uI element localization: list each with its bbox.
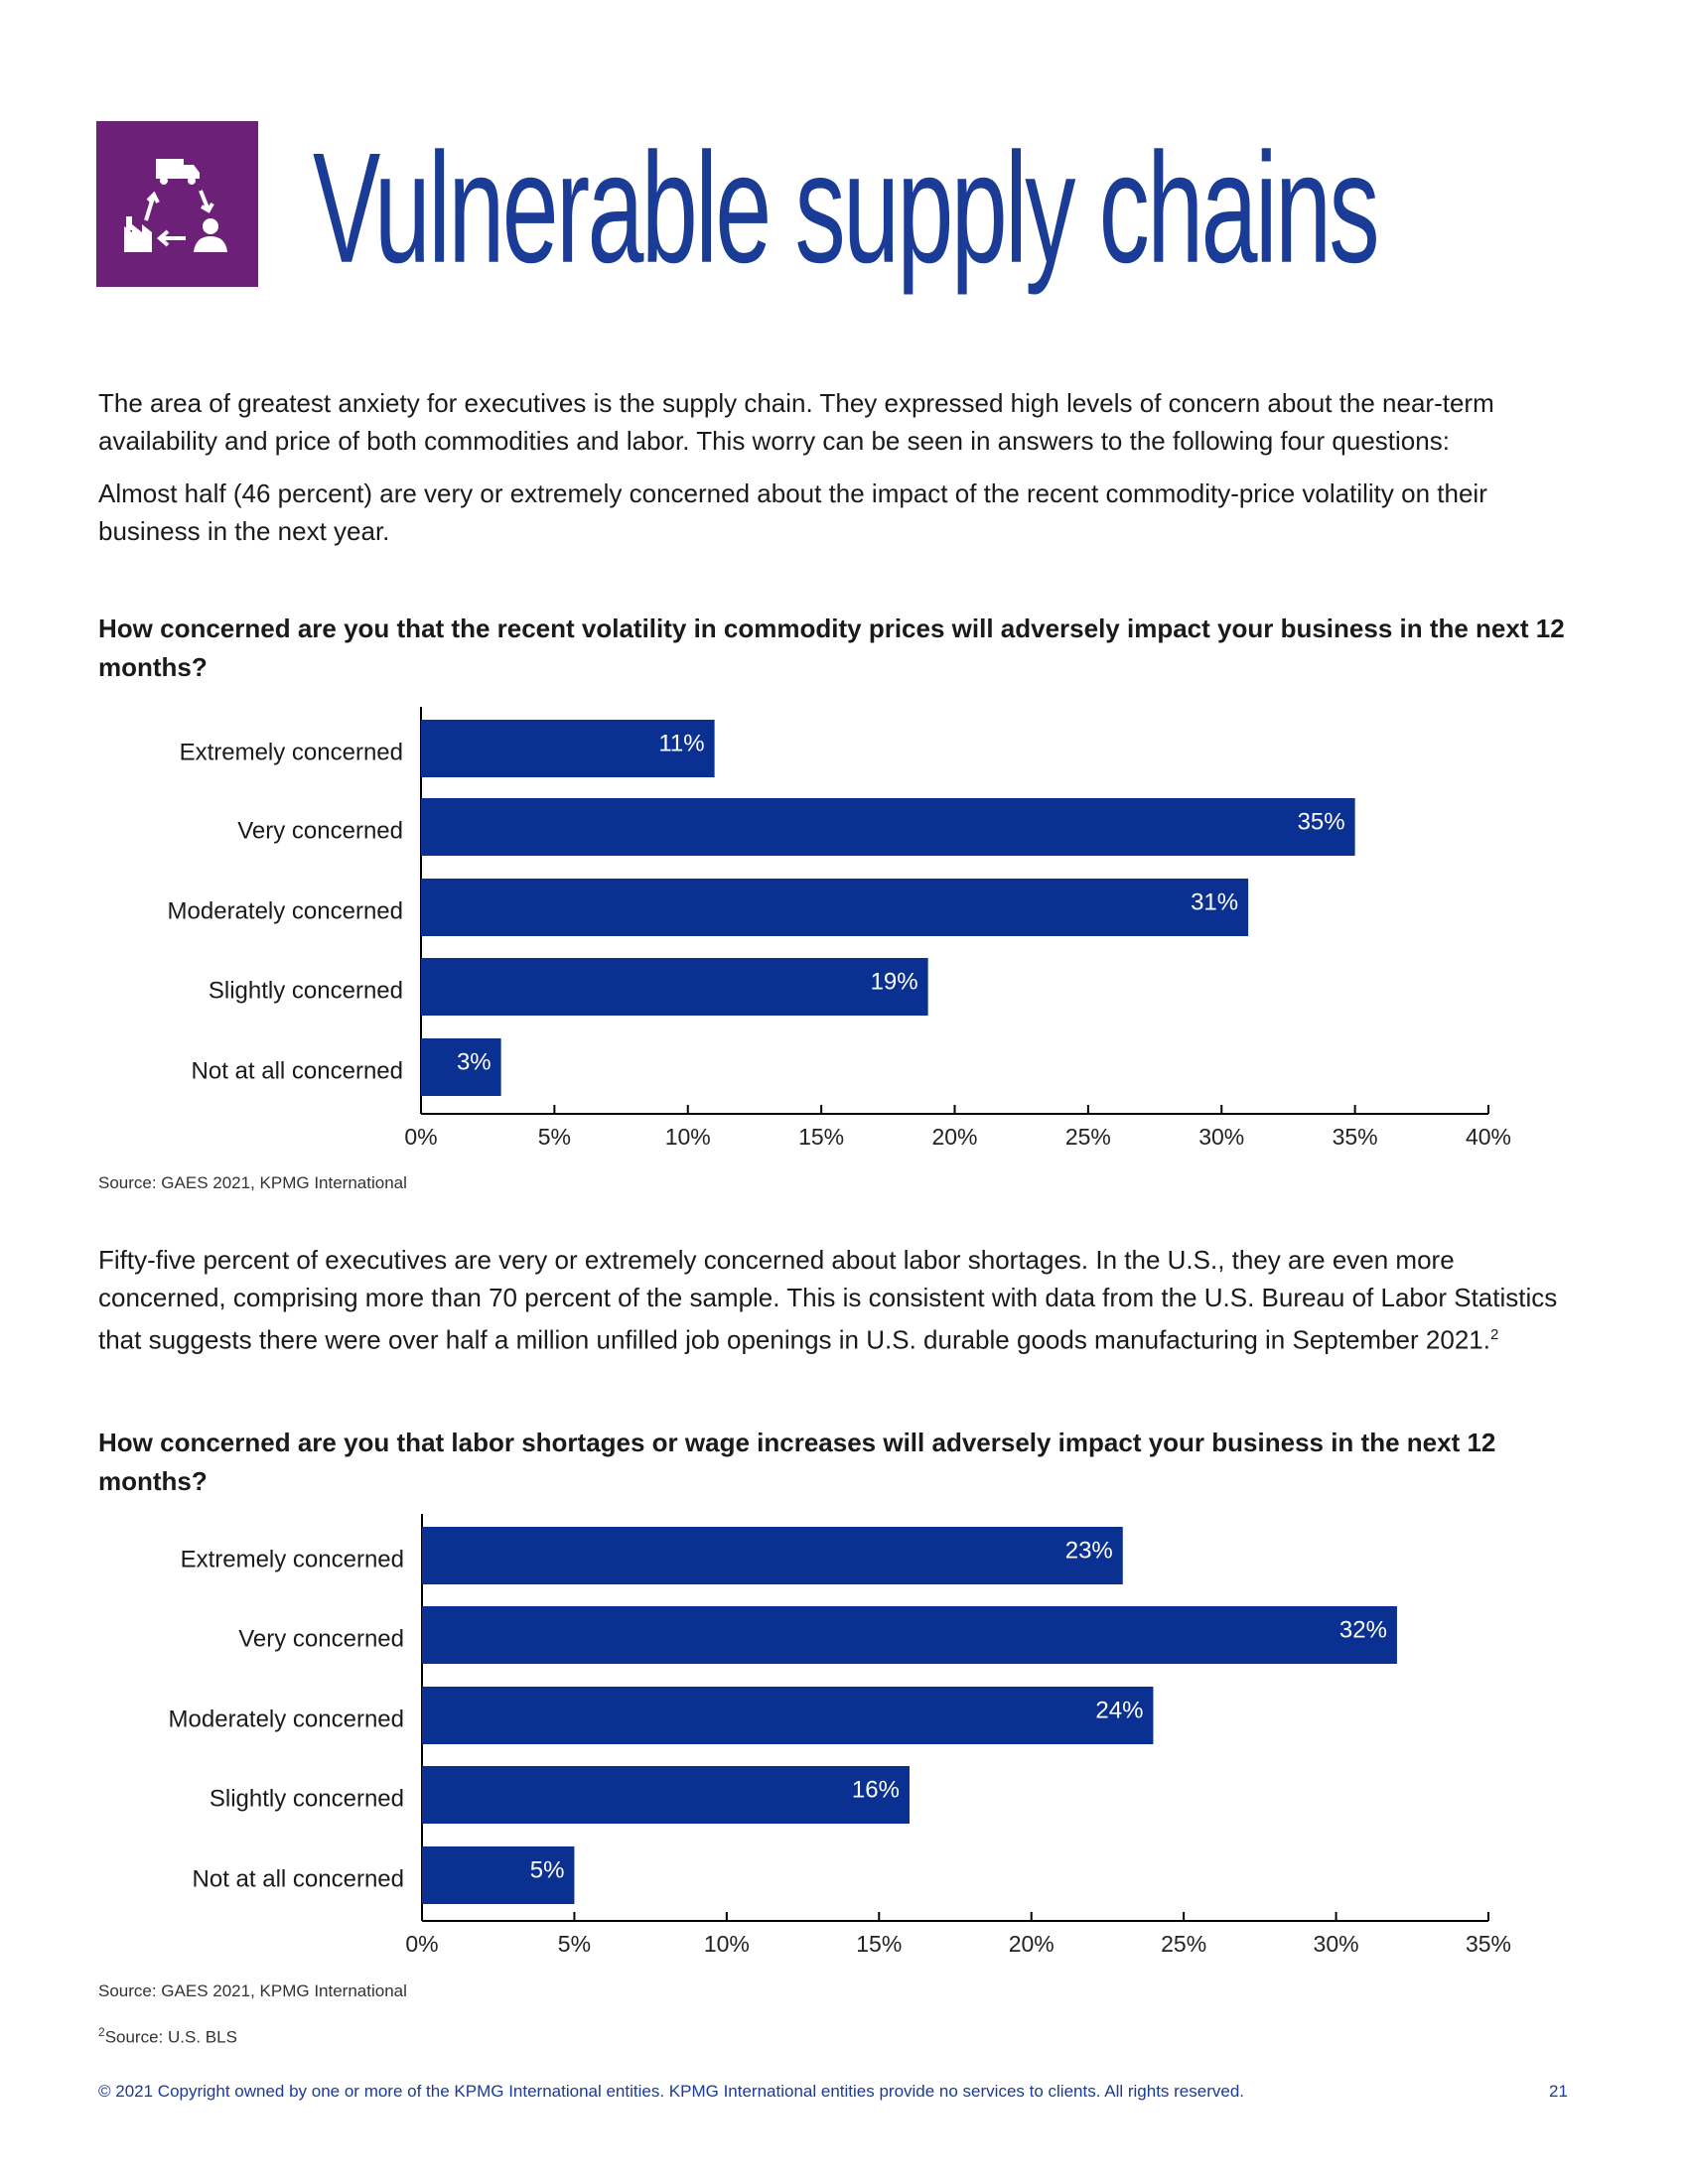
value-label: 5% xyxy=(530,1856,565,1883)
x-tick-label: 35% xyxy=(1333,1124,1378,1150)
bar xyxy=(421,879,1249,936)
x-tick-label: 10% xyxy=(665,1124,711,1150)
value-label: 16% xyxy=(852,1776,900,1803)
category-label: Not at all concerned xyxy=(193,1865,404,1892)
value-label: 24% xyxy=(1095,1697,1143,1723)
x-tick-label: 40% xyxy=(1466,1124,1511,1150)
chart-title: How concerned are you that the recent vo… xyxy=(98,614,1565,682)
footnote: 2Source: U.S. BLS xyxy=(98,2025,237,2048)
x-tick-label: 25% xyxy=(1065,1124,1111,1150)
section-icon xyxy=(96,121,258,287)
bar xyxy=(421,1038,501,1096)
x-tick-label: 10% xyxy=(704,1931,750,1957)
value-label: 19% xyxy=(871,968,918,995)
bar xyxy=(422,1687,1154,1744)
chart-source: Source: GAES 2021, KPMG International xyxy=(98,1981,407,2000)
value-label: 11% xyxy=(658,730,704,756)
x-tick-label: 5% xyxy=(538,1124,571,1150)
x-tick-label: 30% xyxy=(1314,1931,1359,1957)
bar xyxy=(421,958,928,1016)
value-label: 3% xyxy=(457,1048,492,1075)
x-tick-label: 35% xyxy=(1466,1931,1511,1957)
paragraph: Almost half (46 percent) are very or ext… xyxy=(98,478,1487,546)
x-tick-label: 25% xyxy=(1161,1931,1206,1957)
value-label: 35% xyxy=(1298,808,1345,835)
category-label: Not at all concerned xyxy=(192,1057,403,1084)
paragraph: The area of greatest anxiety for executi… xyxy=(98,388,1494,456)
page-number: 21 xyxy=(1549,2082,1568,2101)
category-label: Slightly concerned xyxy=(209,977,403,1004)
x-tick-label: 30% xyxy=(1198,1124,1244,1150)
category-label: Extremely concerned xyxy=(181,1546,404,1572)
bar xyxy=(421,720,715,777)
x-tick-label: 15% xyxy=(798,1124,844,1150)
bar xyxy=(422,1766,910,1824)
x-tick-label: 20% xyxy=(931,1124,977,1150)
value-label: 31% xyxy=(1191,888,1238,915)
bar xyxy=(422,1606,1397,1664)
category-label: Very concerned xyxy=(237,817,403,844)
bar xyxy=(421,798,1355,856)
category-label: Moderately concerned xyxy=(169,1706,404,1732)
chart: 0% 5% 10% 15% 20% 25% 30% 35% Extremely concerne… xyxy=(169,1514,1511,1957)
footnote-marker: 2 xyxy=(98,2025,105,2039)
paragraph: Fifty-five percent of executives are ver… xyxy=(98,1241,1578,1359)
x-tick-label: 20% xyxy=(1009,1931,1055,1957)
category-label: Moderately concerned xyxy=(168,897,403,924)
footnote-ref: 2 xyxy=(1489,1326,1499,1343)
chart: 0% 5% 10% 15% 20% 25% 30% 35% 40% Extremely conce… xyxy=(168,707,1511,1150)
paragraph-text: Fifty-five percent of executives are ver… xyxy=(98,1245,1558,1355)
title-box: Vulnerable supply chains xyxy=(313,139,1381,296)
bar xyxy=(422,1527,1123,1584)
value-label: 23% xyxy=(1065,1537,1113,1564)
category-label: Extremely concerned xyxy=(180,739,403,765)
category-label: Very concerned xyxy=(238,1625,404,1652)
chart-title: How concerned are you that labor shortag… xyxy=(98,1428,1496,1496)
footnote-text: Source: U.S. BLS xyxy=(104,2027,237,2047)
page-title: Vulnerable supply chains xyxy=(313,139,1377,296)
x-tick-label: 15% xyxy=(856,1931,902,1957)
copyright: © 2021 Copyright owned by one or more of… xyxy=(98,2082,1244,2101)
category-label: Slightly concerned xyxy=(210,1785,404,1812)
x-tick-label: 0% xyxy=(405,1931,438,1957)
chart-source: Source: GAES 2021, KPMG International xyxy=(98,1173,407,1192)
x-tick-label: 5% xyxy=(558,1931,591,1957)
value-label: 32% xyxy=(1339,1616,1387,1643)
x-tick-label: 0% xyxy=(404,1124,437,1150)
bar xyxy=(422,1846,575,1904)
